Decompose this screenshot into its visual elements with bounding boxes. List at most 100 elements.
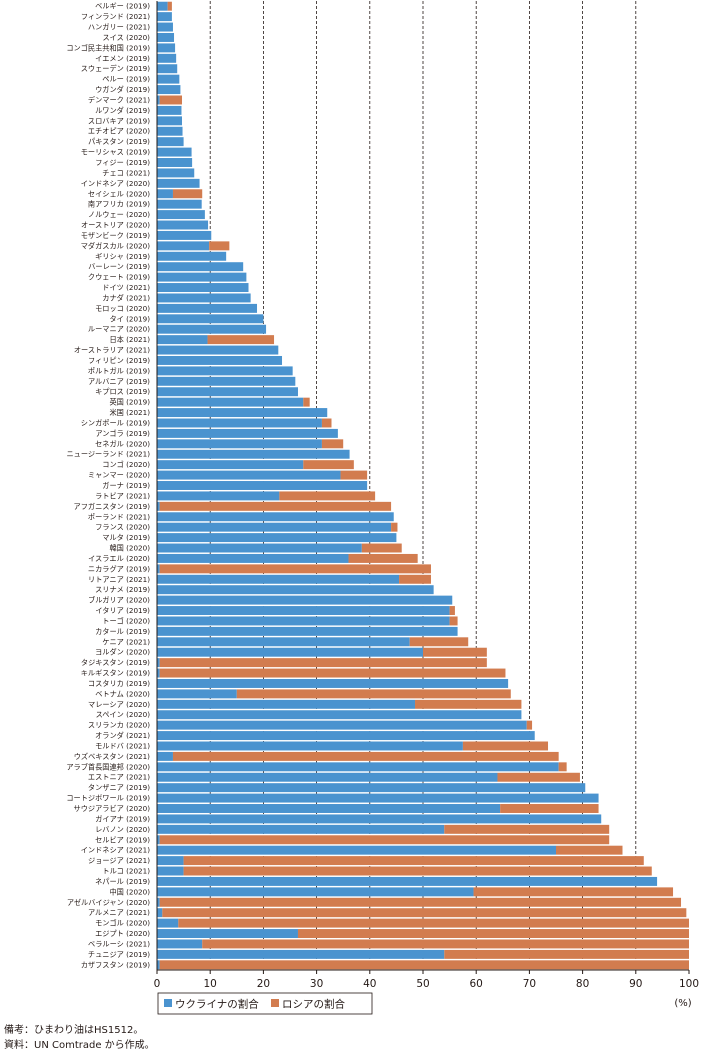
bar-ukraine — [157, 272, 247, 282]
category-label: パキスタン (2019) — [88, 137, 150, 146]
category-label: ノルウェー (2020) — [88, 210, 150, 219]
source-text: 資料：UN Comtrade から作成。 — [4, 1040, 155, 1051]
category-label: インドネシア (2020) — [81, 179, 151, 188]
category-label: アンゴラ (2019) — [95, 429, 150, 438]
bar-russia — [303, 397, 310, 407]
category-label: トーゴ (2020) — [102, 616, 150, 625]
bar-ukraine — [157, 939, 203, 949]
x-tick-label: 10 — [204, 978, 217, 990]
bar-russia — [462, 741, 549, 751]
category-label: アフガニスタン (2019) — [74, 502, 151, 511]
category-label: スイス (2020) — [102, 33, 150, 42]
bar-russia — [159, 835, 610, 845]
category-label: カザフスタン (2019) — [81, 960, 151, 969]
category-label: レバノン (2020) — [95, 825, 150, 834]
category-label: インドネシア (2021) — [81, 846, 151, 855]
bar-ukraine — [157, 376, 296, 386]
category-label: デンマーク (2021) — [88, 95, 150, 104]
bar-ukraine — [157, 314, 264, 324]
category-label: アルメニア (2021) — [88, 908, 150, 917]
category-label: スペイン (2020) — [96, 710, 151, 719]
bar-ukraine — [157, 199, 202, 209]
category-label: ガーナ (2019) — [102, 481, 150, 490]
bar-ukraine — [157, 408, 328, 418]
category-label: 南アフリカ (2019) — [88, 200, 150, 209]
bar-ukraine — [157, 689, 237, 699]
bar-ukraine — [157, 793, 599, 803]
category-label: タジキスタン (2019) — [81, 658, 150, 667]
category-label: スリナメ (2019) — [95, 585, 150, 594]
bar-ukraine — [157, 553, 349, 563]
category-label: ウガンダ (2019) — [95, 85, 150, 94]
bar-russia — [449, 616, 458, 626]
category-label: モザンビーク (2019) — [81, 231, 151, 240]
bar-ukraine — [157, 43, 176, 53]
bar-russia — [415, 699, 522, 709]
bar-ukraine — [157, 772, 498, 782]
legend-label-russia: ロシアの割合 — [282, 998, 345, 1011]
x-tick-label: 30 — [310, 978, 323, 990]
bar-ukraine — [157, 345, 279, 355]
category-label: オランダ (2021) — [95, 731, 150, 740]
bar-russia — [159, 960, 689, 970]
category-label: ルワンダ (2019) — [95, 106, 150, 115]
bar-ukraine — [157, 710, 522, 720]
bar-ukraine — [157, 418, 322, 428]
bar-ukraine — [157, 699, 416, 709]
bar-russia — [202, 939, 689, 949]
category-label: マレーシア (2020) — [88, 700, 150, 709]
bar-ukraine — [157, 147, 192, 157]
bar-ukraine — [157, 897, 160, 907]
category-label: キルギスタン (2019) — [81, 669, 151, 678]
bar-ukraine — [157, 512, 394, 522]
bar-ukraine — [157, 522, 392, 532]
bar-ukraine — [157, 533, 397, 543]
category-label: 韓国 (2020) — [109, 544, 150, 553]
bar-ukraine — [157, 835, 160, 845]
bar-russia — [209, 241, 230, 251]
bar-ukraine — [157, 53, 177, 63]
category-label: リトアニア (2021) — [88, 575, 150, 584]
bar-ukraine — [157, 105, 182, 115]
bar-ukraine — [157, 85, 181, 95]
category-label: エジプト (2020) — [95, 929, 150, 938]
bar-russia — [172, 189, 203, 199]
bar-ukraine — [157, 564, 160, 574]
bar-ukraine — [157, 637, 410, 647]
category-label: ギリシャ (2019) — [95, 252, 150, 261]
category-label: ウズベキスタン (2021) — [74, 752, 150, 761]
category-label: ジョージア (2021) — [88, 856, 150, 865]
bar-ukraine — [157, 481, 368, 490]
bar-ukraine — [157, 595, 453, 605]
bar-russia — [159, 897, 682, 907]
category-label: アゼルバイジャン (2020) — [67, 898, 150, 907]
bar-ukraine — [157, 731, 535, 741]
category-label: ベルギー (2019) — [95, 2, 150, 11]
category-label: ベトナム (2020) — [95, 689, 150, 698]
bar-ukraine — [157, 908, 163, 918]
bar-russia — [297, 929, 689, 939]
bar-ukraine — [157, 1, 168, 11]
bar-ukraine — [157, 574, 400, 584]
bar-ukraine — [157, 12, 172, 22]
bar-ukraine — [157, 845, 556, 855]
bar-russia — [361, 543, 402, 553]
bar-russia — [449, 606, 455, 616]
bar-ukraine — [157, 95, 160, 105]
x-axis: 0 10 20 30 40 50 60 70 80 90 100 — [154, 1, 699, 990]
category-label: ペルー (2019) — [102, 75, 150, 84]
bar-ukraine — [157, 251, 227, 261]
bar-ukraine — [157, 606, 450, 616]
bar-ukraine — [157, 439, 322, 449]
category-label: イタリア (2019) — [95, 606, 150, 615]
category-label: クウェート (2019) — [88, 273, 150, 282]
category-label: コンゴ民主共和国 (2019) — [66, 43, 150, 52]
bar-russia — [159, 668, 506, 678]
bar-russia — [207, 335, 275, 345]
bar-russia — [444, 949, 689, 959]
bar-ukraine — [157, 585, 434, 595]
category-label: フィリピン (2019) — [88, 356, 150, 365]
bar-ukraine — [157, 283, 249, 293]
bar-russia — [444, 824, 610, 834]
